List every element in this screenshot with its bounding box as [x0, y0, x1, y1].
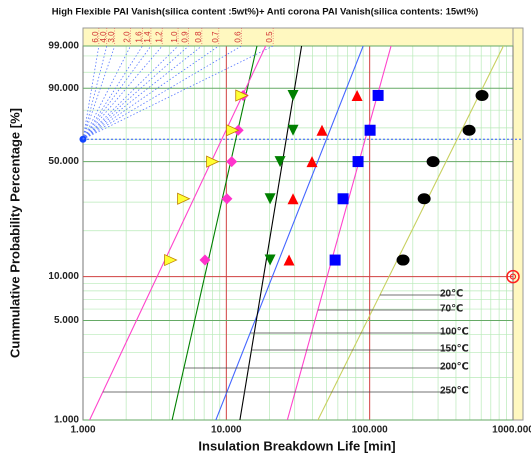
side-strip [512, 27, 524, 421]
point [462, 124, 476, 136]
plot-area [82, 45, 514, 421]
point [287, 193, 299, 205]
shape-tick-label: 1.0 [170, 31, 179, 43]
shape-tick-label: 0.7 [211, 31, 220, 43]
point [221, 193, 233, 205]
fit-line [239, 46, 303, 420]
point [475, 89, 489, 101]
grid [82, 45, 514, 421]
legend-label: 100℃ [440, 327, 469, 338]
shape-line [82, 45, 220, 140]
shape-line [82, 45, 242, 140]
y-tick-label: 99.000 [48, 41, 79, 52]
point [352, 156, 364, 168]
legend-label: 70℃ [440, 304, 463, 315]
point [337, 193, 349, 205]
shape-line [82, 45, 189, 140]
point [264, 254, 276, 266]
point [306, 156, 318, 168]
y-axis-label: Cummulative Probability Percentage [%] [7, 108, 22, 358]
point [372, 89, 384, 101]
legend-label: 150℃ [440, 344, 469, 355]
fit-line [286, 46, 392, 420]
point [206, 155, 220, 168]
point [329, 254, 341, 266]
y-tick-label: 10.000 [48, 271, 79, 282]
shape-line [82, 45, 274, 140]
x-tick-label: 1000.000 [492, 425, 531, 436]
shape-tick-label: 2.0 [123, 31, 132, 43]
point [283, 254, 295, 266]
point [226, 124, 240, 137]
target [509, 273, 517, 280]
fit-line [215, 46, 364, 420]
chart-title: High Flexible PAI Vanish(silica content … [52, 7, 479, 18]
target [506, 269, 520, 284]
x-tick-label: 10.000 [211, 425, 242, 436]
shape-tick-label: 1.4 [143, 31, 152, 43]
shape-tick-label: 0.9 [181, 31, 190, 43]
shape-line [82, 45, 203, 140]
shape-tick-label: 0.6 [234, 31, 243, 43]
legend-label: 250℃ [440, 386, 469, 397]
shape-tick-label: 3.0 [107, 31, 116, 43]
legend-label: 20℃ [440, 289, 463, 300]
point [287, 89, 299, 101]
point [316, 124, 328, 136]
point [274, 156, 286, 168]
shape-tick-label: 1.2 [154, 31, 163, 43]
shape-line [82, 45, 179, 140]
shape-line [82, 45, 163, 140]
point [417, 193, 431, 205]
y-tick-label: 5.000 [54, 315, 79, 326]
point [351, 89, 363, 101]
legend-label: 200℃ [440, 362, 469, 373]
point [199, 254, 211, 266]
shape-tick-label: 0.8 [194, 31, 203, 43]
y-tick-label: 50.000 [48, 156, 79, 167]
fit-lines [89, 46, 505, 420]
x-tick-label: 1.000 [70, 425, 95, 436]
shape-tick-label: 1.6 [135, 31, 144, 43]
shape-tick-label: 6.0 [91, 31, 100, 43]
point [364, 124, 376, 136]
point [287, 124, 299, 136]
fit-line [171, 46, 258, 420]
shape-tick-label: 4.0 [99, 31, 108, 43]
point [177, 192, 191, 205]
shape-line [82, 45, 116, 140]
point [226, 156, 238, 168]
shape-line [82, 45, 143, 140]
y-tick-label: 90.000 [48, 83, 79, 94]
y-tick-label: 1.000 [54, 415, 79, 426]
point [426, 156, 440, 168]
point [396, 254, 410, 266]
x-tick-label: 100.000 [352, 425, 389, 436]
x-axis-label: Insulation Breakdown Life [min] [198, 438, 395, 453]
fit-line [317, 46, 505, 420]
shape-tick-label: 0.5 [265, 31, 274, 43]
point [264, 193, 276, 205]
point [164, 253, 178, 267]
point [235, 89, 249, 102]
fit-line [89, 46, 267, 420]
